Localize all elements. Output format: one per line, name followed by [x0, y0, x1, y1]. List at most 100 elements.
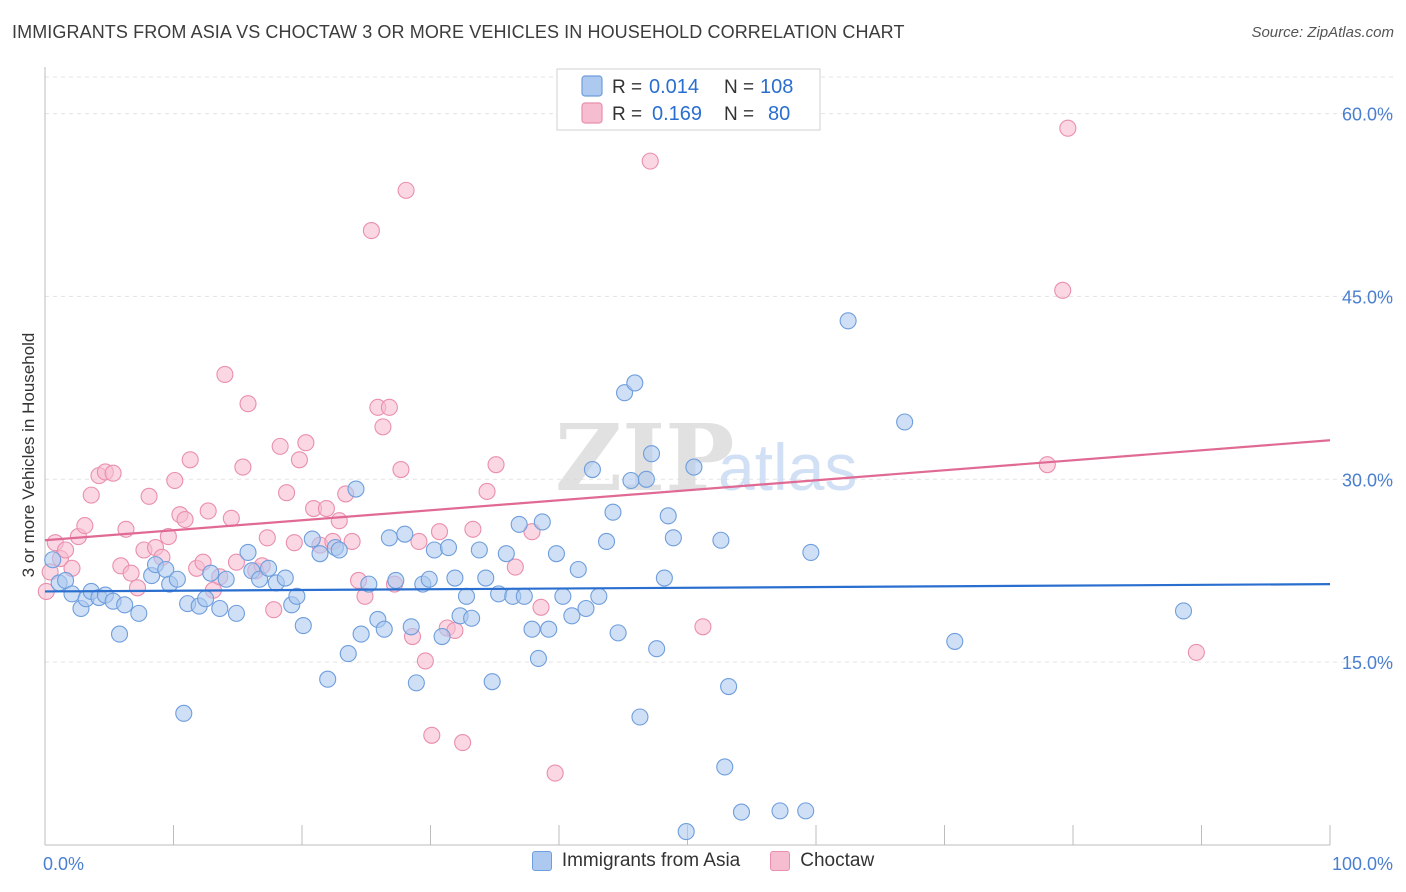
trend-line-choctaw	[44, 439, 1331, 542]
data-point-immigrants-from-asia	[446, 569, 464, 587]
data-point-immigrants-from-asia	[347, 480, 365, 498]
data-point-choctaw	[176, 510, 194, 529]
data-point-immigrants-from-asia	[239, 543, 257, 561]
data-point-choctaw	[694, 618, 712, 636]
data-point-immigrants-from-asia	[569, 560, 587, 579]
data-point-immigrants-from-asia	[425, 541, 443, 559]
data-point-choctaw	[380, 398, 398, 416]
data-point-immigrants-from-asia	[175, 704, 193, 722]
data-point-immigrants-from-asia	[439, 539, 458, 557]
data-point-immigrants-from-asia	[110, 625, 129, 643]
legend-n-label: N =	[724, 104, 754, 125]
data-point-choctaw	[330, 512, 348, 530]
data-point-immigrants-from-asia	[130, 604, 148, 622]
data-point-immigrants-from-asia	[540, 620, 558, 638]
data-point-choctaw	[239, 395, 257, 413]
data-point-choctaw	[641, 152, 659, 170]
data-point-immigrants-from-asia	[360, 575, 378, 593]
data-point-choctaw	[290, 451, 308, 469]
data-point-immigrants-from-asia	[590, 587, 608, 605]
data-point-immigrants-from-asia	[396, 525, 414, 543]
data-point-choctaw	[216, 365, 234, 383]
data-point-immigrants-from-asia	[677, 823, 695, 841]
data-point-choctaw	[128, 579, 147, 597]
data-point-immigrants-from-asia	[597, 532, 616, 551]
x-tick-label: 0.0%	[43, 854, 84, 874]
data-point-choctaw	[430, 523, 449, 541]
data-point-choctaw	[532, 598, 550, 616]
data-point-choctaw	[222, 509, 240, 527]
data-point-immigrants-from-asia	[311, 545, 329, 563]
data-point-immigrants-from-asia	[483, 673, 501, 691]
data-point-choctaw	[343, 532, 361, 551]
data-point-choctaw	[181, 451, 199, 469]
data-point-choctaw	[416, 652, 434, 670]
data-point-immigrants-from-asia	[116, 596, 134, 614]
data-point-choctaw	[278, 484, 296, 502]
data-point-immigrants-from-asia	[797, 802, 815, 820]
data-point-choctaw	[166, 471, 184, 490]
data-point-immigrants-from-asia	[664, 529, 682, 547]
data-point-immigrants-from-asia	[896, 413, 914, 431]
data-point-immigrants-from-asia	[197, 590, 215, 608]
legend-swatch	[531, 851, 552, 871]
data-point-immigrants-from-asia	[380, 529, 398, 547]
series-immigrants-from-asia	[44, 312, 1193, 841]
data-point-immigrants-from-asia	[515, 587, 533, 605]
data-point-immigrants-from-asia	[387, 571, 405, 590]
legend-label: Choctaw	[800, 850, 875, 871]
data-point-immigrants-from-asia	[352, 625, 370, 643]
data-point-immigrants-from-asia	[420, 570, 438, 588]
data-point-immigrants-from-asia	[470, 541, 488, 559]
data-point-choctaw	[546, 764, 564, 782]
data-point-immigrants-from-asia	[407, 674, 425, 692]
legend-swatch-blue	[581, 75, 603, 97]
legend-item-choctaw[interactable]: Choctaw	[770, 850, 874, 872]
data-point-immigrants-from-asia	[523, 620, 541, 638]
data-point-immigrants-from-asia	[463, 609, 481, 627]
data-point-immigrants-from-asia	[44, 551, 62, 569]
data-point-choctaw	[82, 486, 100, 504]
legend-swatch-pink	[581, 102, 603, 124]
data-point-immigrants-from-asia	[685, 458, 703, 476]
trend-line-immigrants-from-asia	[44, 583, 1331, 593]
data-point-immigrants-from-asia	[276, 569, 294, 587]
data-point-immigrants-from-asia	[946, 632, 964, 650]
data-point-immigrants-from-asia	[375, 620, 393, 638]
data-point-immigrants-from-asia	[211, 599, 229, 618]
data-point-immigrants-from-asia	[294, 617, 312, 635]
data-point-immigrants-from-asia	[642, 445, 661, 463]
data-point-immigrants-from-asia	[288, 587, 306, 605]
data-point-choctaw	[464, 520, 482, 538]
legend-r-label: R =	[612, 104, 642, 125]
y-tick-label: 45.0%	[1342, 287, 1393, 307]
data-point-choctaw	[265, 601, 283, 619]
data-point-immigrants-from-asia	[648, 640, 666, 658]
legend-n-label: N =	[724, 77, 754, 98]
data-point-immigrants-from-asia	[771, 802, 789, 820]
trend-lines	[44, 439, 1331, 593]
data-point-choctaw	[104, 464, 122, 482]
data-point-choctaw	[258, 529, 276, 547]
data-point-choctaw	[487, 456, 505, 474]
data-point-immigrants-from-asia	[712, 531, 730, 549]
x-tick-label: 100.0%	[1332, 854, 1393, 874]
data-point-choctaw	[392, 460, 410, 479]
data-point-choctaw	[506, 558, 524, 576]
data-point-immigrants-from-asia	[168, 570, 186, 588]
data-point-immigrants-from-asia	[637, 470, 655, 488]
data-point-choctaw	[1054, 281, 1072, 299]
data-point-choctaw	[199, 502, 217, 520]
data-point-immigrants-from-asia	[609, 624, 627, 642]
legend-r-label: R =	[612, 77, 642, 98]
data-point-immigrants-from-asia	[319, 670, 337, 688]
data-point-choctaw	[410, 532, 428, 551]
data-point-choctaw	[317, 499, 335, 518]
data-point-immigrants-from-asia	[655, 569, 673, 587]
data-point-immigrants-from-asia	[63, 585, 81, 603]
data-point-choctaw	[234, 458, 252, 476]
data-point-choctaw	[1038, 456, 1056, 474]
legend-item-immigrants-from-asia[interactable]: Immigrants from Asia	[531, 850, 740, 872]
watermark-atlas: atlas	[718, 430, 857, 504]
